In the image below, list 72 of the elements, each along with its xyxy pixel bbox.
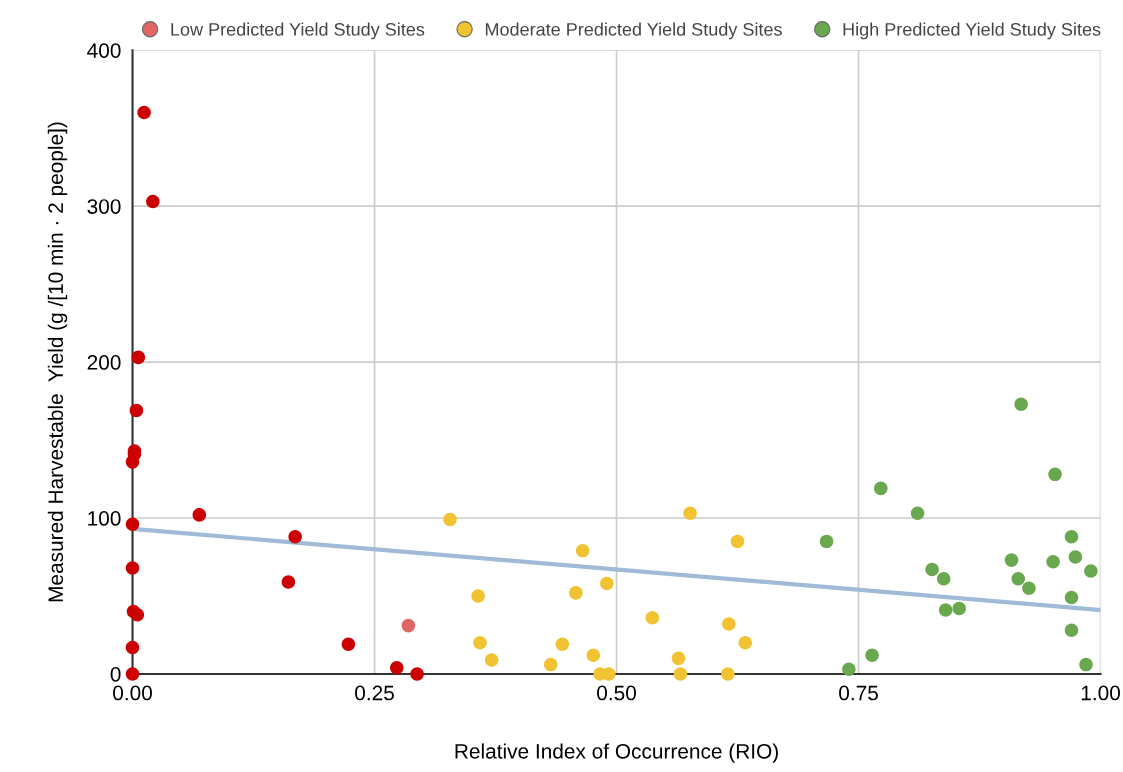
point [130, 607, 145, 622]
point [473, 636, 487, 650]
point [865, 648, 879, 663]
point [1011, 572, 1026, 586]
point [1064, 529, 1079, 544]
y-tick-label: 300 [87, 199, 121, 214]
point [936, 572, 951, 586]
legend-label: Moderate Predicted Yield Study Sites [485, 22, 782, 40]
point [722, 617, 736, 631]
y-axis-title: Measured Harvestable Yield (g /[10 min · 2 people]) [47, 122, 68, 602]
point [738, 636, 753, 650]
point [1068, 550, 1083, 564]
point [575, 543, 590, 558]
point [673, 667, 688, 681]
point [146, 194, 160, 209]
point [819, 534, 834, 549]
point [125, 455, 140, 469]
legend-label: Low Predicted Yield Study Sites [171, 22, 425, 40]
point [1079, 657, 1093, 672]
point [721, 667, 735, 681]
point [281, 575, 296, 589]
point [602, 667, 616, 681]
y-tick-label: 100 [88, 511, 121, 526]
legend-label: High Predicted Yield Study Sites [843, 22, 1101, 40]
point [192, 508, 207, 522]
point [129, 403, 144, 418]
point [410, 667, 424, 681]
point [683, 506, 697, 521]
point [586, 648, 601, 663]
point [874, 481, 888, 496]
point [1046, 554, 1060, 569]
point [288, 529, 302, 544]
x-tick-label: 0.75 [839, 685, 878, 701]
point [938, 603, 953, 617]
point [910, 506, 925, 521]
point [125, 517, 140, 532]
point [125, 640, 140, 655]
point [471, 589, 485, 603]
point [1014, 397, 1028, 411]
point [1084, 564, 1098, 578]
point [1022, 581, 1036, 595]
point [569, 586, 583, 600]
y-tick-label: 0 [110, 666, 121, 682]
point [484, 653, 499, 667]
point [131, 350, 146, 365]
point [443, 512, 457, 527]
point [842, 662, 856, 677]
point [1064, 590, 1079, 605]
point [952, 601, 966, 616]
x-tick-label: 0.25 [355, 685, 394, 701]
point [125, 561, 140, 575]
point [1064, 623, 1079, 638]
point [600, 576, 614, 591]
y-tick-label: 400 [87, 43, 121, 58]
x-tick-label: 0.50 [597, 685, 636, 701]
x-tick-label: 1.00 [1081, 685, 1120, 701]
point [390, 660, 404, 675]
point [555, 637, 570, 652]
point [645, 611, 660, 625]
point [137, 105, 151, 120]
y-tick-label: 200 [87, 355, 121, 370]
point [341, 637, 356, 652]
x-axis-title: Relative Index of Occurrence (RIO) [455, 743, 778, 763]
point [401, 618, 416, 633]
point [925, 562, 939, 577]
x-tick-label: 0.00 [113, 685, 152, 701]
point [1004, 553, 1019, 567]
point [1048, 467, 1062, 482]
point [125, 667, 140, 681]
point [671, 651, 686, 666]
point [730, 534, 745, 549]
point [543, 657, 558, 672]
